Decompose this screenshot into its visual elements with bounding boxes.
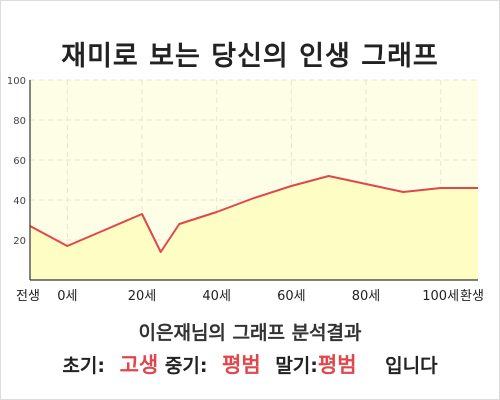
x-tick-label: 40세	[202, 289, 231, 304]
y-tick-label: 20	[13, 236, 26, 247]
late-value: 평범	[317, 353, 357, 377]
x-tick-label: 환생	[460, 289, 484, 304]
x-tick-label: 100세	[422, 289, 459, 304]
y-tick-label: 40	[13, 196, 26, 207]
result-subtitle: 이은재님의 그래프 분석결과	[138, 322, 362, 344]
x-tick-label: 80세	[352, 289, 381, 304]
mid-value: 평범	[222, 353, 261, 377]
life-graph-chart: 20 40 60 80 100 전생 0세 20세 40세 60세 80세 100세 환생	[7, 76, 484, 304]
life-area	[30, 176, 478, 280]
x-tick-label: 60세	[277, 289, 306, 304]
y-tick-labels: 20 40 60 80 100	[7, 76, 26, 247]
y-tick-label: 100	[7, 76, 26, 87]
late-label: 말기:	[275, 355, 318, 377]
result-summary: 초기: 고생 중기: 평범 말기:평범 입니다	[0, 349, 500, 379]
x-tick-labels: 전생 0세 20세 40세 60세 80세 100세 환생	[16, 289, 484, 304]
x-tick-label: 20세	[128, 289, 157, 304]
axes	[29, 80, 478, 281]
early-label: 초기:	[62, 355, 105, 377]
early-value: 고생	[119, 353, 159, 377]
x-tick-label: 0세	[57, 289, 77, 304]
y-tick-label: 80	[13, 116, 26, 127]
summary-suffix: 입니다	[385, 355, 438, 377]
x-tick-label: 전생	[16, 289, 40, 304]
mid-label: 중기:	[164, 355, 208, 377]
y-tick-label: 60	[13, 156, 26, 167]
page-title: 재미로 보는 당신의 인생 그래프	[61, 41, 439, 72]
life-line	[29, 175, 478, 253]
